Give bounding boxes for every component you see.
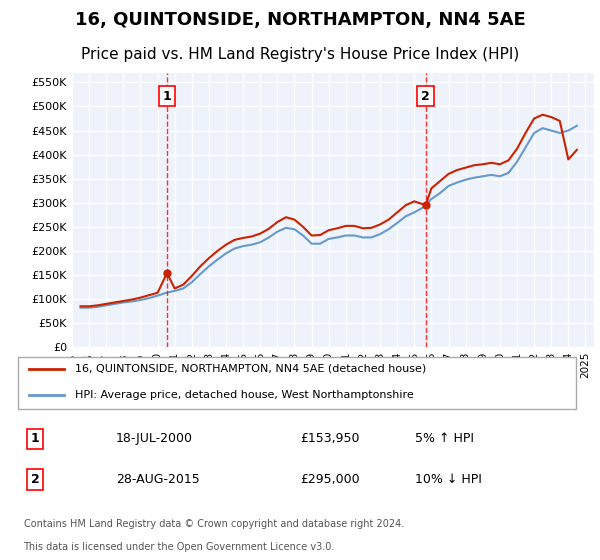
Text: 10% ↓ HPI: 10% ↓ HPI bbox=[415, 473, 482, 486]
Text: 16, QUINTONSIDE, NORTHAMPTON, NN4 5AE (detached house): 16, QUINTONSIDE, NORTHAMPTON, NN4 5AE (d… bbox=[76, 363, 427, 374]
Text: 5% ↑ HPI: 5% ↑ HPI bbox=[415, 432, 474, 445]
Text: 18-JUL-2000: 18-JUL-2000 bbox=[116, 432, 193, 445]
Text: 28-AUG-2015: 28-AUG-2015 bbox=[116, 473, 199, 486]
Text: Price paid vs. HM Land Registry's House Price Index (HPI): Price paid vs. HM Land Registry's House … bbox=[81, 48, 519, 62]
Text: £295,000: £295,000 bbox=[300, 473, 359, 486]
Text: 2: 2 bbox=[31, 473, 40, 486]
FancyBboxPatch shape bbox=[18, 357, 577, 409]
Text: Contains HM Land Registry data © Crown copyright and database right 2024.: Contains HM Land Registry data © Crown c… bbox=[23, 519, 404, 529]
Text: 16, QUINTONSIDE, NORTHAMPTON, NN4 5AE: 16, QUINTONSIDE, NORTHAMPTON, NN4 5AE bbox=[74, 11, 526, 29]
Text: 1: 1 bbox=[163, 90, 172, 102]
Text: £153,950: £153,950 bbox=[300, 432, 359, 445]
Text: 2: 2 bbox=[421, 90, 430, 102]
Text: HPI: Average price, detached house, West Northamptonshire: HPI: Average price, detached house, West… bbox=[76, 390, 414, 400]
Text: 1: 1 bbox=[31, 432, 40, 445]
Text: This data is licensed under the Open Government Licence v3.0.: This data is licensed under the Open Gov… bbox=[23, 543, 335, 553]
